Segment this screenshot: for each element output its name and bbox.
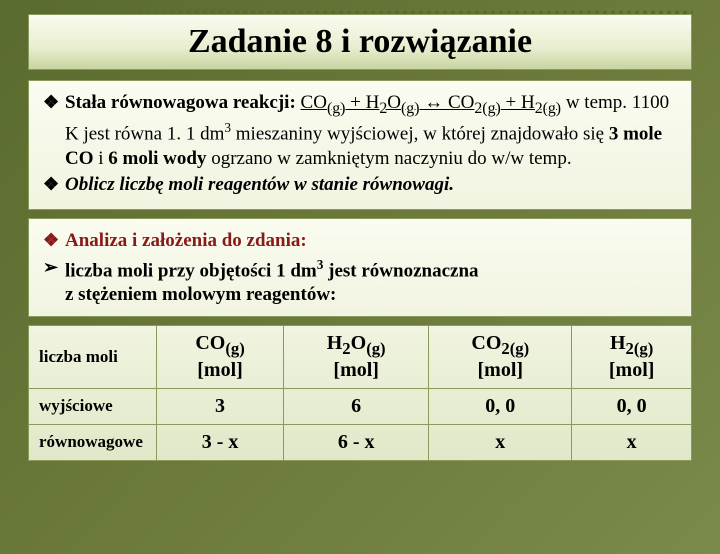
table-cell: 6 bbox=[284, 388, 429, 424]
analysis-heading: ❖ Analiza i założenia do zdania: bbox=[43, 229, 677, 253]
page-title: Zadanie 8 i rozwiązanie bbox=[45, 23, 675, 61]
diamond-bullet-icon: ❖ bbox=[43, 229, 65, 253]
table-col-header: CO2(g)[mol] bbox=[429, 325, 572, 388]
arrow-bullet-icon: ➢ bbox=[43, 256, 65, 308]
table-col-header: H2O(g)[mol] bbox=[284, 325, 429, 388]
row-label: wyjściowe bbox=[29, 388, 157, 424]
analysis-box: ❖ Analiza i założenia do zdania: ➢ liczb… bbox=[28, 218, 692, 316]
chemical-equation: CO(g) + H2O(g) ↔ CO2(g) + H2(g) bbox=[301, 92, 562, 113]
table-cell: x bbox=[572, 424, 692, 460]
table-header-row: liczba moli CO(g)[mol] H2O(g)[mol] CO2(g… bbox=[29, 325, 692, 388]
table-row: wyjściowe 3 6 0, 0 0, 0 bbox=[29, 388, 692, 424]
table-cell: 3 - x bbox=[157, 424, 284, 460]
table-cell: x bbox=[429, 424, 572, 460]
title-box: Zadanie 8 i rozwiązanie bbox=[28, 14, 692, 70]
mole-table: liczba moli CO(g)[mol] H2O(g)[mol] CO2(g… bbox=[28, 325, 692, 461]
problem-instruction: ❖ Oblicz liczbę moli reagentów w stanie … bbox=[43, 173, 677, 197]
table-col-header: CO(g)[mol] bbox=[157, 325, 284, 388]
problem-text: Stała równowagowa reakcji: CO(g) + H2O(g… bbox=[65, 91, 677, 171]
analysis-point: ➢ liczba moli przy objętości 1 dm3 jest … bbox=[43, 256, 677, 308]
table-col-header: H2(g)[mol] bbox=[572, 325, 692, 388]
table-cell: 3 bbox=[157, 388, 284, 424]
problem-box: ❖ Stała równowagowa reakcji: CO(g) + H2O… bbox=[28, 80, 692, 210]
table-cell: 0, 0 bbox=[429, 388, 572, 424]
diamond-bullet-icon: ❖ bbox=[43, 91, 65, 171]
row-label: równowagowe bbox=[29, 424, 157, 460]
table-cell: 0, 0 bbox=[572, 388, 692, 424]
table-corner-header: liczba moli bbox=[29, 325, 157, 388]
analysis-text: liczba moli przy objętości 1 dm3 jest ró… bbox=[65, 256, 677, 308]
problem-statement: ❖ Stała równowagowa reakcji: CO(g) + H2O… bbox=[43, 91, 677, 171]
table-row: równowagowe 3 - x 6 - x x x bbox=[29, 424, 692, 460]
table-cell: 6 - x bbox=[284, 424, 429, 460]
diamond-bullet-icon: ❖ bbox=[43, 173, 65, 197]
